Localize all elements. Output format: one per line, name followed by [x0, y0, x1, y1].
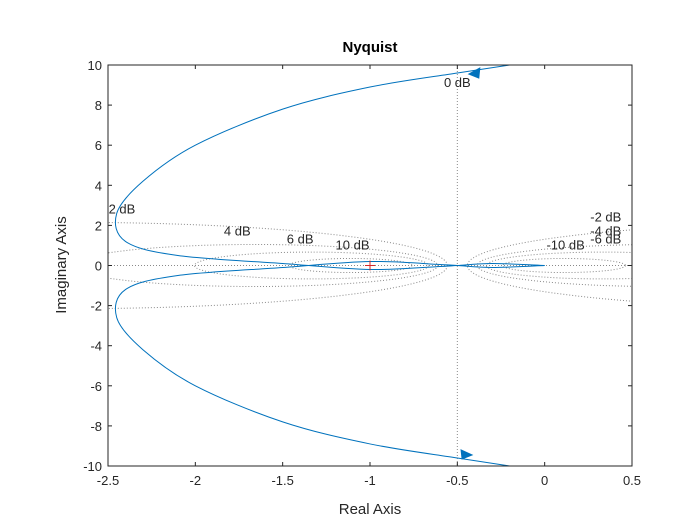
y-tick-label: 6 — [95, 138, 102, 153]
x-tick-label: -1 — [364, 473, 376, 488]
m-circle-label: 4 dB — [224, 223, 251, 238]
x-tick-label: -2 — [190, 473, 202, 488]
y-tick-label: -8 — [90, 419, 102, 434]
axis-ticks: -2.5 -2 -1.5 -1 -0.5 0 0.5 10 8 6 4 2 0 -2 -4 -6 -8 -10 — [83, 58, 641, 488]
m-circle-10db — [288, 257, 413, 274]
x-tick-label: -1.5 — [271, 473, 293, 488]
m-circle-neg6db — [485, 251, 632, 280]
y-axis-label: Imaginary Axis — [53, 216, 70, 314]
m-circle-4db — [108, 243, 439, 288]
x-axis-label: Real Axis — [339, 501, 402, 518]
m-circle-2db — [108, 222, 448, 309]
m-circle-label: -4 dB — [590, 223, 621, 238]
m-circle-neg10db — [502, 257, 626, 274]
m-circle-label: 0 dB — [444, 75, 471, 90]
m-circle-6db — [194, 251, 429, 280]
y-tick-label: -2 — [90, 299, 102, 314]
m-circle-label: 6 dB — [287, 231, 314, 246]
m-circle-label: -10 dB — [546, 237, 584, 252]
x-tick-label: -2.5 — [97, 473, 119, 488]
y-tick-label: 2 — [95, 218, 102, 233]
chart-title: Nyquist — [342, 39, 397, 56]
m-circle-label: 10 dB — [336, 237, 370, 252]
y-tick-label: -4 — [90, 339, 102, 354]
m-circle-label: -6 dB — [590, 231, 621, 246]
y-tick-label: 4 — [95, 178, 102, 193]
nyquist-curve-lower — [114, 260, 545, 466]
x-tick-label: 0 — [541, 473, 548, 488]
y-tick-label: 10 — [88, 58, 102, 73]
series-group — [114, 65, 545, 466]
direction-arrow-1 — [467, 67, 481, 79]
nyquist-series: 0 dB 2 dB 4 dB 6 dB 10 dB -2 dB-4 dB-6 dB -10 … — [109, 65, 621, 466]
y-tick-label: 8 — [95, 98, 102, 113]
y-tick-label: -10 — [83, 459, 102, 474]
y-tick-label: -6 — [90, 379, 102, 394]
m-circle-label: -2 dB — [590, 209, 621, 224]
direction-arrow-2 — [460, 449, 474, 460]
x-tick-label: 0.5 — [623, 473, 641, 488]
nyquist-curve-upper — [114, 65, 545, 271]
m-circle-label: 2 dB — [109, 201, 136, 216]
y-tick-label: 0 — [95, 259, 102, 274]
x-tick-label: -0.5 — [446, 473, 468, 488]
